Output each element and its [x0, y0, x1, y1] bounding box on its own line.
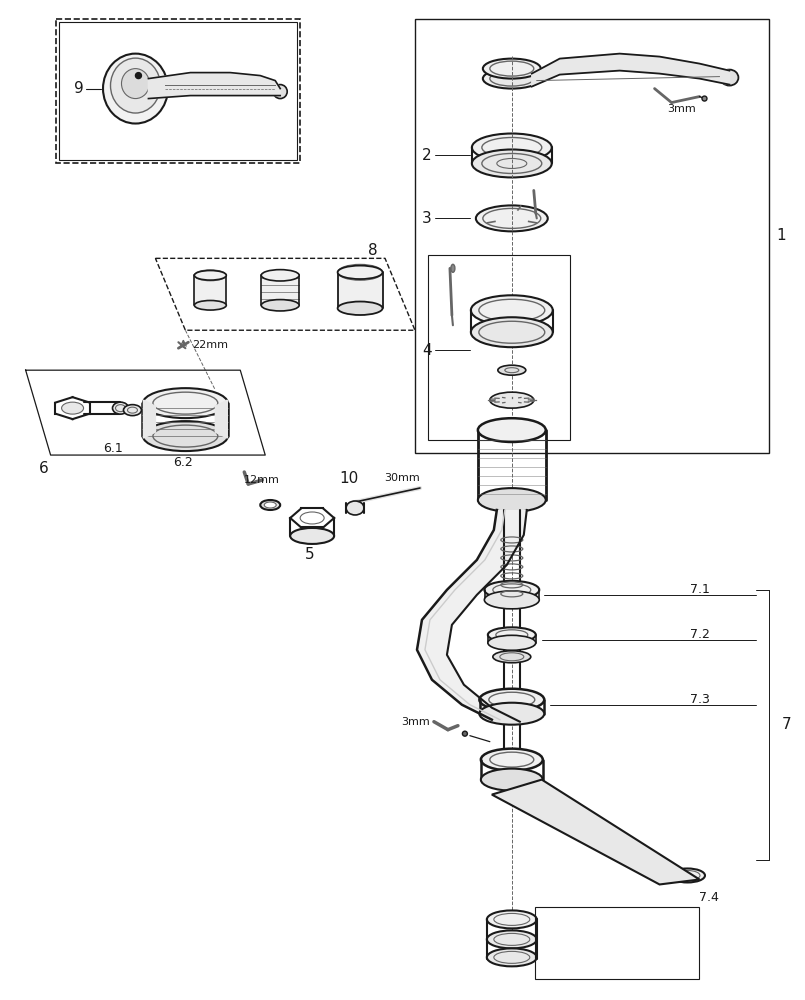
Ellipse shape: [483, 59, 541, 79]
Ellipse shape: [488, 635, 536, 650]
Ellipse shape: [337, 264, 382, 280]
Ellipse shape: [337, 302, 382, 315]
Text: 3: 3: [422, 211, 432, 226]
Bar: [337, 272, 382, 308]
Ellipse shape: [487, 910, 537, 928]
Ellipse shape: [262, 300, 299, 311]
Ellipse shape: [123, 405, 142, 416]
Ellipse shape: [110, 58, 160, 113]
Ellipse shape: [260, 500, 280, 510]
Ellipse shape: [488, 627, 536, 642]
Ellipse shape: [262, 270, 299, 281]
Text: 7.2: 7.2: [690, 628, 709, 641]
Ellipse shape: [346, 501, 364, 515]
Text: 1: 1: [776, 228, 786, 243]
Ellipse shape: [143, 421, 228, 451]
Ellipse shape: [490, 392, 534, 408]
Bar: [262, 275, 299, 305]
Text: 6.1: 6.1: [102, 442, 122, 455]
Polygon shape: [417, 510, 526, 722]
Ellipse shape: [472, 149, 551, 177]
Text: 9: 9: [74, 81, 84, 96]
Text: 4: 4: [423, 343, 432, 358]
Ellipse shape: [122, 69, 150, 99]
Polygon shape: [532, 54, 729, 87]
Text: 7.3: 7.3: [690, 693, 709, 706]
Ellipse shape: [487, 948, 537, 966]
Ellipse shape: [337, 266, 382, 279]
Bar: [535, 907, 700, 979]
Ellipse shape: [194, 300, 226, 310]
Ellipse shape: [103, 54, 168, 124]
Ellipse shape: [143, 388, 228, 418]
Ellipse shape: [497, 365, 526, 375]
Ellipse shape: [194, 271, 226, 280]
Ellipse shape: [476, 205, 547, 231]
Bar: [428, 255, 570, 440]
Ellipse shape: [194, 270, 226, 281]
Ellipse shape: [670, 868, 705, 882]
Ellipse shape: [290, 528, 334, 544]
Ellipse shape: [493, 651, 530, 663]
Ellipse shape: [720, 70, 738, 86]
Ellipse shape: [62, 402, 84, 414]
Text: 30mm: 30mm: [384, 473, 420, 483]
Text: 5: 5: [305, 547, 315, 562]
Text: 7: 7: [782, 717, 791, 732]
Text: 22mm: 22mm: [192, 340, 229, 350]
Ellipse shape: [485, 591, 539, 609]
Text: 10: 10: [339, 471, 358, 486]
Ellipse shape: [487, 930, 537, 948]
Ellipse shape: [479, 689, 544, 711]
Ellipse shape: [481, 769, 543, 791]
Text: 7.1: 7.1: [690, 583, 709, 596]
Bar: [56, 19, 300, 163]
Bar: [415, 19, 770, 453]
Ellipse shape: [479, 703, 544, 725]
Ellipse shape: [490, 71, 534, 86]
Ellipse shape: [451, 264, 455, 272]
Ellipse shape: [471, 295, 553, 325]
Text: 7.4: 7.4: [700, 891, 720, 904]
Text: 2: 2: [423, 148, 432, 163]
Polygon shape: [492, 780, 700, 884]
Text: 3mm: 3mm: [667, 104, 696, 114]
Ellipse shape: [702, 96, 707, 101]
Polygon shape: [143, 400, 155, 438]
Ellipse shape: [135, 73, 142, 79]
Text: 8: 8: [368, 243, 378, 258]
Ellipse shape: [481, 749, 543, 771]
Ellipse shape: [471, 317, 553, 347]
Polygon shape: [148, 73, 280, 99]
Ellipse shape: [113, 402, 129, 414]
Ellipse shape: [483, 69, 541, 89]
Text: 3mm: 3mm: [401, 717, 430, 727]
Ellipse shape: [472, 134, 551, 161]
Ellipse shape: [478, 488, 546, 512]
Bar: [59, 22, 297, 160]
Text: 6: 6: [39, 461, 48, 476]
Text: 6.2: 6.2: [174, 456, 193, 469]
Ellipse shape: [273, 85, 287, 99]
Text: 12mm: 12mm: [244, 475, 280, 485]
Ellipse shape: [478, 418, 546, 442]
Polygon shape: [215, 400, 227, 438]
Ellipse shape: [485, 581, 539, 599]
Bar: [194, 275, 226, 305]
Ellipse shape: [462, 731, 468, 736]
Ellipse shape: [264, 502, 276, 508]
